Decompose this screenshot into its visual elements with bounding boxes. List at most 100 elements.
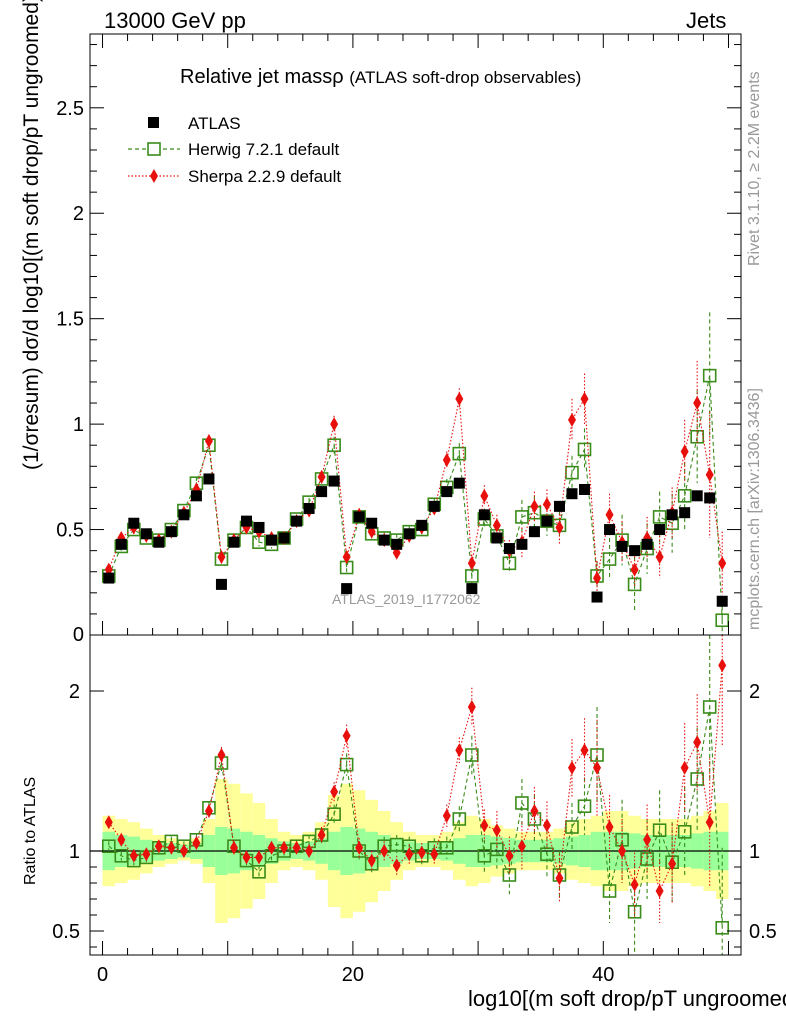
main-atlas-point — [240, 515, 252, 527]
main-atlas-point — [679, 507, 691, 519]
ratio-sherpa-point — [668, 856, 677, 871]
main-atlas-point — [716, 595, 728, 607]
legend-label-sherpa: Sherpa 2.2.9 default — [188, 167, 342, 186]
main-sherpa-point — [480, 488, 489, 503]
legend-atlas-marker — [148, 117, 159, 128]
main-sherpa-point — [567, 412, 576, 427]
main-atlas-point — [391, 538, 403, 550]
ratio-sherpa-point — [167, 840, 176, 855]
main-atlas-point — [478, 509, 490, 521]
ratio-sherpa-point — [655, 884, 664, 898]
main-atlas-point — [291, 515, 303, 527]
main-atlas-point — [303, 502, 315, 514]
ratio-y-tick-label: 0.5 — [52, 921, 80, 943]
ratio-sherpa-point — [217, 748, 226, 762]
main-herwig-point — [577, 442, 592, 457]
main-y-tick-label: 2 — [73, 203, 84, 225]
main-atlas-point — [266, 534, 278, 546]
main-herwig-point — [677, 489, 692, 503]
ratio-herwig-point — [465, 748, 479, 762]
ratio-sherpa-point — [142, 847, 151, 862]
main-atlas-point — [466, 583, 478, 595]
main-atlas-point — [328, 475, 340, 487]
main-atlas-point — [378, 534, 390, 546]
ratio-sherpa-point — [630, 877, 639, 892]
main-atlas-point — [353, 511, 365, 523]
main-herwig-point — [602, 552, 617, 566]
main-atlas-point — [528, 526, 540, 538]
ratio-herwig-point — [252, 864, 266, 879]
ratio-herwig-point — [577, 799, 592, 814]
legend-label-atlas: ATLAS — [188, 114, 241, 133]
ratio-sherpa-point — [555, 871, 564, 886]
main-atlas-point — [591, 591, 603, 603]
ratio-sherpa-point — [467, 700, 476, 714]
ratio-sherpa-point — [154, 839, 163, 854]
ratio-sherpa-point — [342, 728, 351, 743]
main-atlas-point — [453, 477, 465, 489]
header-process: 13000 GeV pp — [104, 8, 246, 33]
main-sherpa-point — [593, 571, 602, 586]
main-y-tick-label-zero: 0 — [73, 624, 84, 646]
main-herwig-point — [715, 613, 730, 628]
ratio-sherpa-point — [417, 845, 426, 860]
ratio-sherpa-point — [355, 840, 364, 855]
ratio-sherpa-point — [367, 853, 376, 868]
ratio-sherpa-point — [292, 840, 301, 855]
plot-title-main: Relative jet massρ — [180, 66, 344, 88]
main-y-tick-label: 2.5 — [56, 98, 84, 120]
ratio-sherpa-point — [430, 847, 439, 862]
main-sherpa-point — [467, 556, 476, 571]
plot-title-subtitle: (ATLAS soft-drop observables) — [349, 68, 582, 87]
main-herwig-point — [565, 465, 579, 480]
main-atlas-point — [491, 532, 503, 544]
ratio-herwig-point — [602, 884, 617, 898]
main-atlas-point — [316, 486, 328, 498]
ratio-herwig-point — [565, 820, 579, 834]
main-atlas-point — [366, 517, 378, 529]
ratio-herwig-point — [515, 796, 529, 810]
main-atlas-point — [428, 500, 440, 512]
header-observable: Jets — [686, 8, 727, 33]
main-atlas-point — [416, 519, 428, 531]
main-atlas-point — [140, 528, 152, 540]
legend: ATLAS Herwig 7.2.1 default Sherpa 2.2.9 … — [124, 114, 384, 194]
ratio-sherpa-point — [605, 820, 614, 834]
main-herwig-point — [702, 368, 717, 383]
ratio-y-tick-label-right: 1 — [749, 841, 760, 863]
main-sherpa-point — [217, 549, 226, 564]
main-atlas-point — [341, 583, 353, 595]
main-atlas-point — [253, 521, 265, 533]
main-atlas-point — [228, 536, 240, 548]
ratio-sherpa-point — [267, 840, 276, 855]
ratio-herwig-point — [327, 807, 341, 822]
main-herwig-point — [327, 438, 341, 453]
ratio-sherpa-point — [204, 804, 213, 818]
legend-sherpa-marker — [150, 169, 158, 183]
ratio-herwig-point — [715, 920, 730, 935]
main-atlas-point — [641, 538, 653, 550]
ratio-sherpa-point — [255, 850, 264, 865]
ratio-plot-frame — [89, 634, 742, 956]
ratio-y-tick-label-right: 2 — [749, 681, 760, 703]
main-sherpa-point — [530, 499, 539, 514]
main-sherpa-point — [492, 518, 501, 533]
main-atlas-point — [103, 572, 115, 584]
main-sherpa-point — [605, 507, 614, 522]
ratio-sherpa-point — [392, 858, 401, 873]
ratio-herwig-point — [452, 812, 467, 826]
main-atlas-point — [278, 532, 290, 544]
ratio-sherpa-point — [718, 658, 727, 673]
main-atlas-point — [704, 492, 716, 504]
main-y-tick-label: 0.5 — [56, 520, 84, 542]
ratio-sherpa-point — [517, 839, 526, 854]
plot-title: Relative jet massρ (ATLAS soft-drop obse… — [180, 66, 581, 89]
analysis-watermark: ATLAS_2019_I1772062 — [332, 591, 481, 607]
main-atlas-point — [654, 524, 666, 536]
main-y-tick-label: 1 — [73, 414, 84, 436]
ratio-sherpa-point — [280, 840, 289, 855]
main-sherpa-point — [555, 520, 564, 535]
ratio-y-tick-label: 1 — [69, 841, 80, 863]
main-sherpa-point — [693, 396, 702, 411]
